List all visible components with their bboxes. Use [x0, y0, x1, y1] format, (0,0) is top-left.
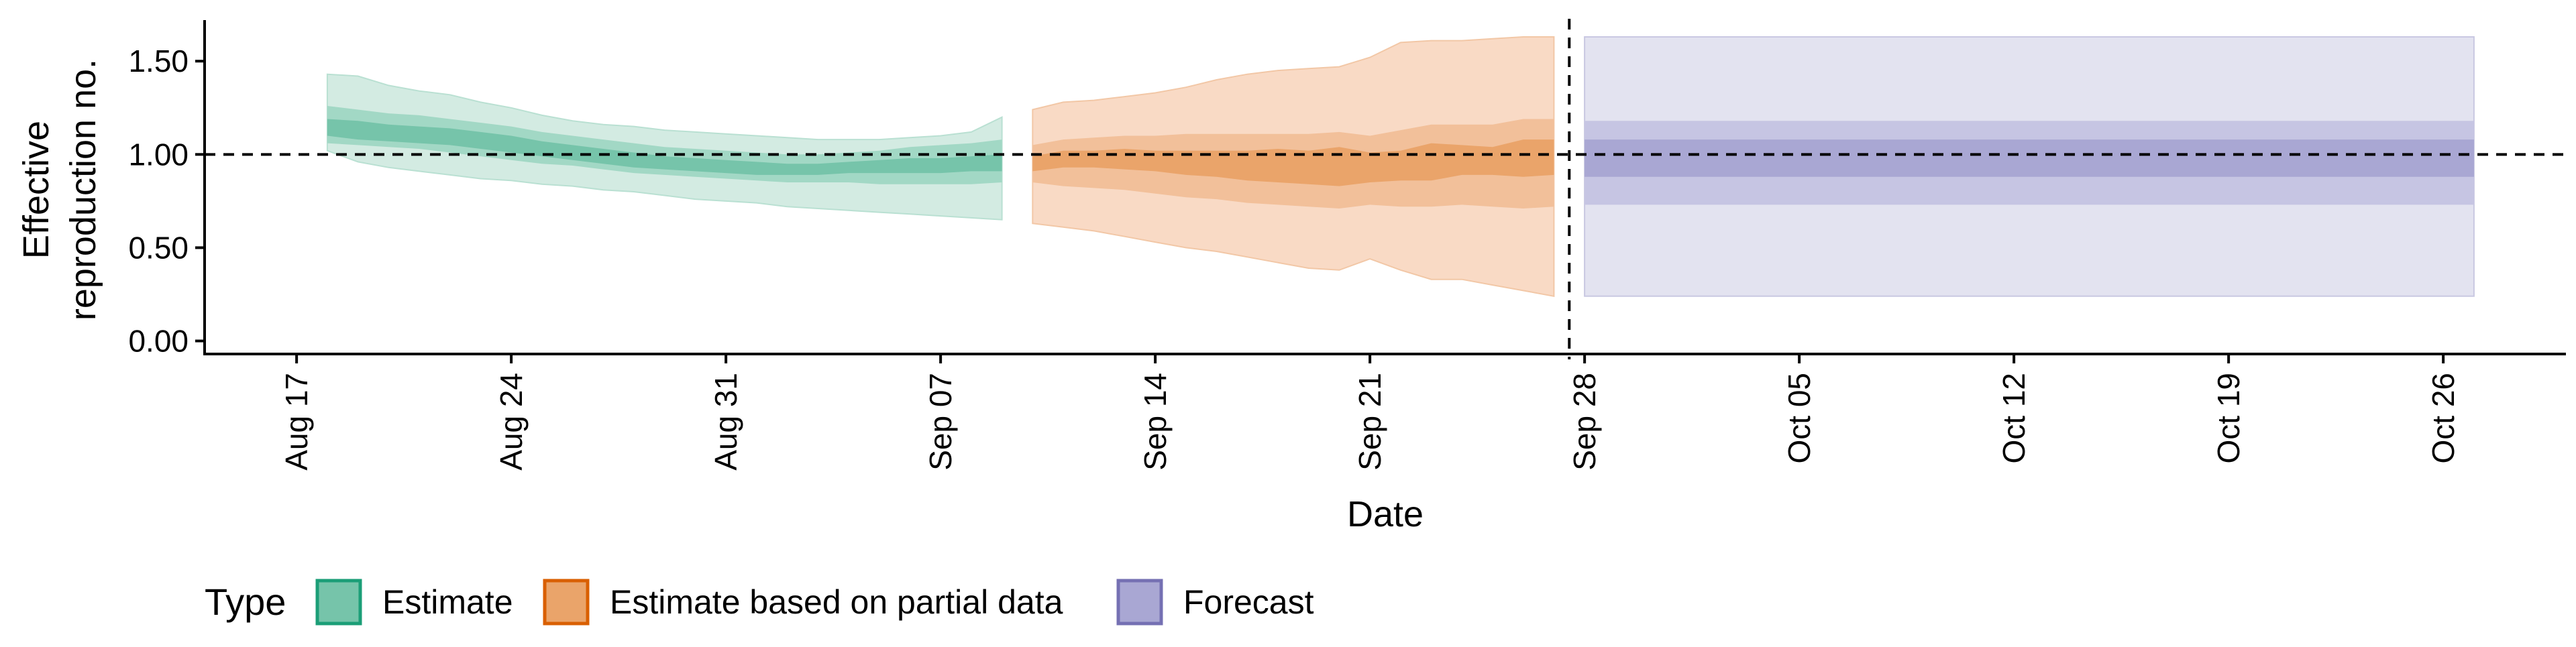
legend-label: Estimate based on partial data: [610, 583, 1063, 621]
band-outer-series-0: [326, 73, 1003, 221]
band-inner-series-1: [1032, 139, 1554, 186]
legend-label: Forecast: [1183, 583, 1314, 621]
x-tick-label: Oct 19: [2211, 373, 2246, 464]
x-tick-label: Oct 12: [1996, 373, 2031, 464]
legend: Type Estimate Estimate based on partial d…: [205, 579, 1314, 626]
legend-item: Estimate: [315, 579, 513, 626]
reference-lines: [205, 19, 2566, 359]
uncertainty-bands: [326, 36, 2475, 298]
legend-item: Estimate based on partial data: [543, 579, 1063, 626]
legend-title: Type: [205, 581, 286, 623]
x-tick-label: Sep 14: [1138, 373, 1173, 471]
y-axis-title-line-2: reproduction no.: [63, 59, 103, 320]
legend-swatch: [1116, 579, 1163, 626]
legend-swatch: [543, 579, 590, 626]
axes: [195, 20, 2566, 363]
band-inner-series-2: [1585, 139, 2474, 177]
y-axis-title-line-1: Effective: [16, 121, 56, 259]
x-axis-title: Date: [1347, 494, 1424, 534]
x-tick-label: Oct 26: [2426, 373, 2461, 464]
y-tick-label: 0.00: [128, 324, 189, 359]
x-tick-label: Sep 28: [1567, 373, 1602, 471]
legend-label: Estimate: [382, 583, 513, 621]
axis-titles: Date Effective reproduction no.: [16, 59, 1424, 534]
x-tick-label: Sep 21: [1352, 373, 1387, 471]
x-tick-label: Oct 05: [1782, 373, 1817, 464]
x-tick-label: Aug 31: [708, 373, 743, 471]
band-inner-series-0: [327, 119, 1002, 175]
y-tick-label: 1.50: [128, 44, 189, 78]
y-tick-label: 1.00: [128, 137, 189, 172]
x-tick-label: Aug 17: [279, 373, 314, 471]
legend-swatch: [315, 579, 362, 626]
x-tick-label: Sep 07: [923, 373, 958, 471]
tick-labels: 0.00 0.50 1.00 1.50 Aug 17 Aug 24 Aug 31 Sep 07…: [128, 44, 2461, 471]
legend-item: Forecast: [1116, 579, 1314, 626]
x-tick-label: Aug 24: [494, 373, 529, 471]
y-tick-label: 0.50: [128, 230, 189, 265]
